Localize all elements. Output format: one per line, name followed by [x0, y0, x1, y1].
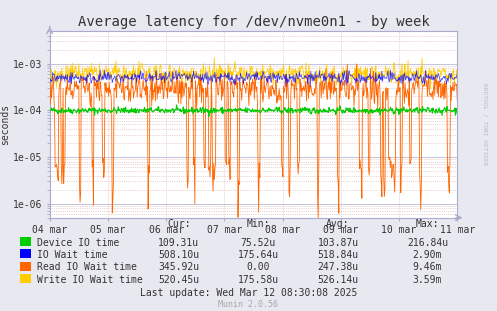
Text: 0.00: 0.00	[247, 262, 270, 272]
Text: Last update: Wed Mar 12 08:30:08 2025: Last update: Wed Mar 12 08:30:08 2025	[140, 288, 357, 298]
Text: 247.38u: 247.38u	[318, 262, 358, 272]
Text: Avg:: Avg:	[326, 219, 350, 229]
Text: 103.87u: 103.87u	[318, 238, 358, 248]
Text: 75.52u: 75.52u	[241, 238, 276, 248]
Text: RRDTOOL / TOBI OETIKER: RRDTOOL / TOBI OETIKER	[482, 83, 487, 166]
Text: 508.10u: 508.10u	[159, 250, 199, 260]
Text: 518.84u: 518.84u	[318, 250, 358, 260]
Text: 520.45u: 520.45u	[159, 275, 199, 285]
Text: 109.31u: 109.31u	[159, 238, 199, 248]
Text: 175.58u: 175.58u	[238, 275, 279, 285]
Text: Munin 2.0.56: Munin 2.0.56	[219, 300, 278, 309]
Text: Max:: Max:	[415, 219, 439, 229]
Text: Cur:: Cur:	[167, 219, 191, 229]
Y-axis label: seconds: seconds	[0, 104, 10, 145]
Text: Write IO Wait time: Write IO Wait time	[37, 275, 143, 285]
Title: Average latency for /dev/nvme0n1 - by week: Average latency for /dev/nvme0n1 - by we…	[78, 15, 429, 29]
Text: Min:: Min:	[247, 219, 270, 229]
Text: IO Wait time: IO Wait time	[37, 250, 108, 260]
Text: Device IO time: Device IO time	[37, 238, 119, 248]
Text: 216.84u: 216.84u	[407, 238, 448, 248]
Text: 526.14u: 526.14u	[318, 275, 358, 285]
Text: Read IO Wait time: Read IO Wait time	[37, 262, 137, 272]
Text: 9.46m: 9.46m	[413, 262, 442, 272]
Text: 2.90m: 2.90m	[413, 250, 442, 260]
Text: 3.59m: 3.59m	[413, 275, 442, 285]
Text: 175.64u: 175.64u	[238, 250, 279, 260]
Text: 345.92u: 345.92u	[159, 262, 199, 272]
